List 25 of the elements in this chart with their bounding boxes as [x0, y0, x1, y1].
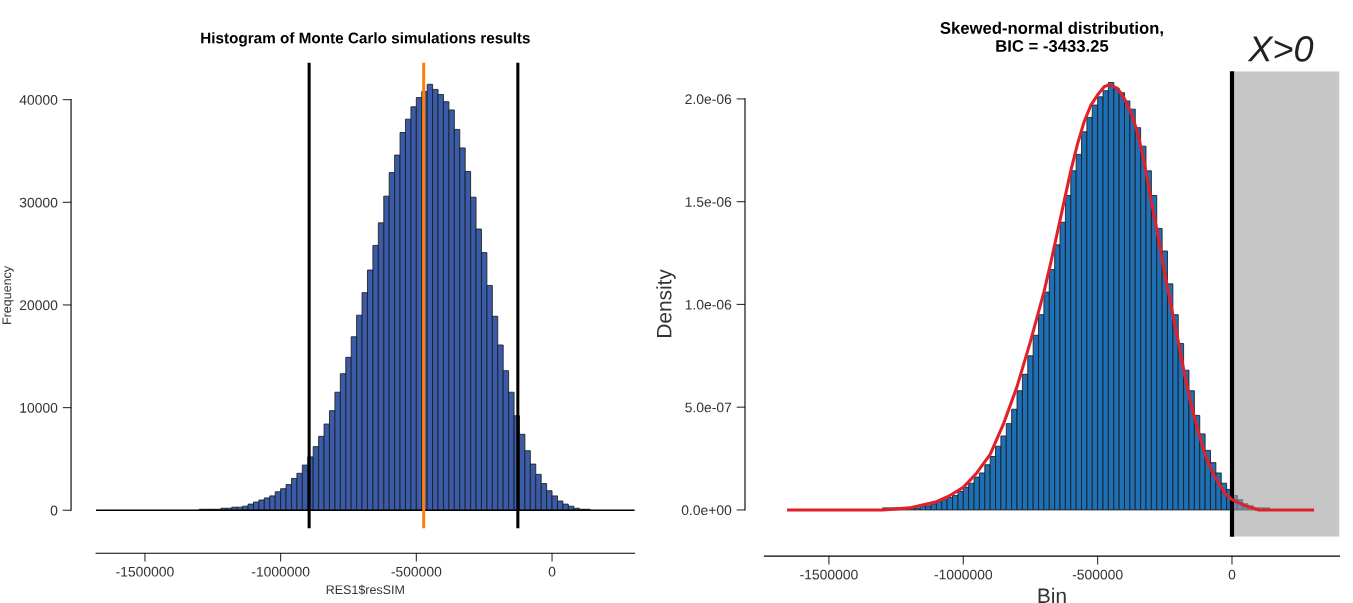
- y-tick-label: 30000: [19, 197, 58, 208]
- y-tick-label: 1.5e-06: [685, 197, 732, 207]
- x-axis-title: Bin: [1038, 587, 1066, 603]
- y-tick-label: 10000: [20, 402, 58, 413]
- y-axis-title: Density: [656, 269, 676, 337]
- chart-title: Skewed-normal distribution, BIC = -3433.25: [940, 21, 1163, 52]
- y-tick-label: 0: [50, 505, 58, 516]
- y-tick-label: 5.0e-07: [685, 402, 732, 413]
- x-axis-title: RES1$resSIM: [326, 584, 404, 595]
- y-tick-label: 2.0e-06: [685, 94, 732, 105]
- y-tick-label: 1.0e-06: [685, 299, 732, 310]
- x-tick-label: -1500000: [800, 569, 858, 580]
- x-tick-label: -1000000: [251, 566, 310, 577]
- y-tick-label: 0.0e+00: [681, 505, 732, 516]
- x-tick-label: 0: [1228, 569, 1236, 580]
- chart-title: Histogram of Monte Carlo simulations results: [201, 32, 530, 47]
- y-tick-label: 40000: [19, 95, 58, 105]
- x-tick-label: 0: [548, 566, 556, 577]
- y-axis-title: Frequency: [2, 265, 14, 324]
- x-tick-label: -1500000: [116, 566, 174, 577]
- x-tick-label: -500000: [1072, 569, 1123, 580]
- x-tick-label: -1000000: [934, 569, 993, 580]
- text: X>0: [1247, 36, 1314, 62]
- x-tick-label: -500000: [391, 566, 442, 577]
- y-tick-label: 20000: [19, 300, 58, 311]
